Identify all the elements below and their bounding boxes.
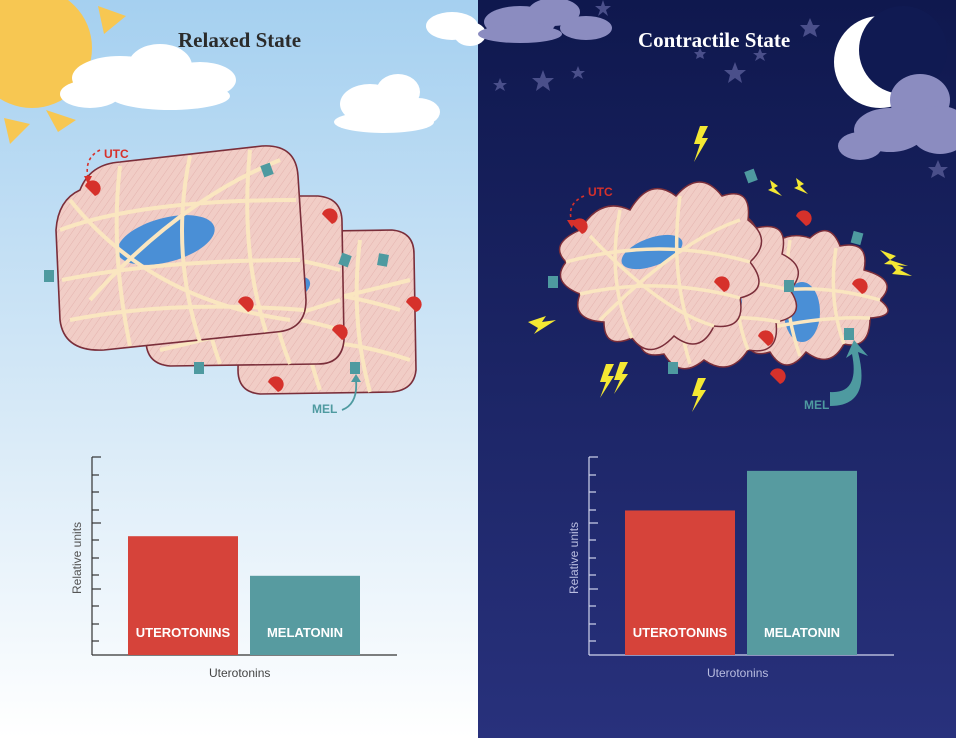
y-axis-label-contractile: Relative units [567,521,581,594]
utc-arrowhead-icon [567,220,575,228]
x-axis-label-contractile: Uterotonins [707,666,769,680]
cloud-icon [838,74,956,160]
bar-label-uterotonins-relaxed: UTEROTONINS [135,625,231,640]
utc-receptor-icon [85,180,422,392]
bar-uterotonins-relaxed [128,536,238,655]
mel-arrow-icon [830,340,868,406]
cloud-icon [426,12,486,46]
mel-arrowhead-icon [351,374,361,382]
bar-melatonin-relaxed [250,575,360,655]
mel-receptor-icon [44,162,389,374]
mel-label-left: MEL [312,402,338,416]
mel-label-right: MEL [804,398,830,412]
cloud-icon [478,0,612,43]
bar-label-melatonin-contractile: MELATONIN [763,625,841,640]
utc-receptor-icon [572,210,868,384]
sun-icon [0,0,126,144]
mel-receptor-icon [548,168,864,374]
contractile-state-title: Contractile State [638,28,791,52]
lightning-icon [528,126,912,412]
utc-arrowhead-icon [84,176,92,184]
mel-arrow-icon [341,379,358,411]
bar-uterotonins-contractile [625,510,735,655]
star-icon [493,0,948,178]
bar-label-melatonin-relaxed: MELATONIN [266,625,344,640]
utc-arrow-icon [86,149,101,179]
x-axis-label-relaxed: Uterotonins [209,666,271,680]
contractile-cell-front [558,181,763,351]
utc-label-left: UTC [104,147,129,161]
utc-label-right: UTC [588,185,613,199]
relaxed-cell-front [55,145,307,351]
bar-label-uterotonins-contractile: UTEROTONINS [632,625,728,640]
bar-melatonin-contractile [747,470,857,655]
utc-arrow-icon [569,195,585,223]
cloud-icon [334,74,440,133]
y-axis-label-relaxed: Relative units [70,521,84,594]
relaxed-state-title: Relaxed State [178,28,302,52]
cloud-icon [60,44,236,110]
